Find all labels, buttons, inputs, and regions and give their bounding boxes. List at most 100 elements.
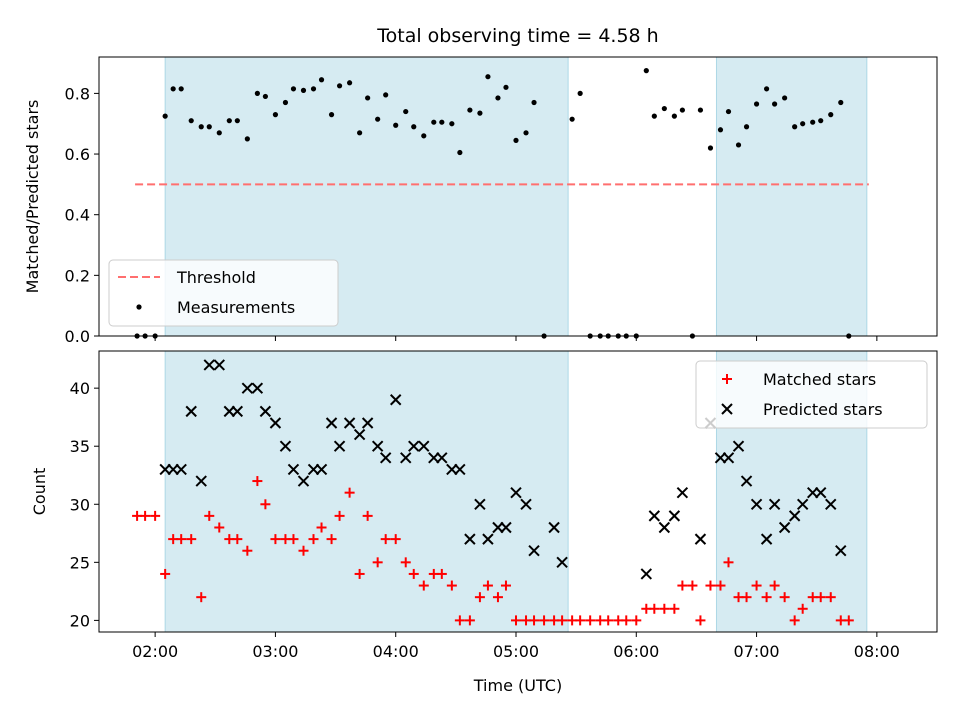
predicted-point-27	[400, 452, 412, 464]
predicted-point-25	[379, 452, 392, 464]
measurement-point-66	[753, 101, 760, 107]
matched-point-7	[186, 534, 197, 545]
predicted-point-55	[750, 498, 763, 510]
y-axis-label: Count	[30, 468, 49, 516]
matched-point-41	[500, 580, 511, 591]
measurement-point-42	[513, 137, 519, 143]
predicted-point-45	[648, 510, 661, 522]
measurement-point-11	[226, 118, 232, 124]
predicted-point-7	[213, 359, 225, 371]
measurement-point-6	[178, 86, 184, 92]
predicted-point-14	[279, 440, 292, 452]
measurement-point-58	[679, 107, 685, 113]
legend-label-predicted: Predicted stars	[763, 400, 883, 419]
predicted-point-52	[722, 452, 735, 464]
y-tick-label: 0.4	[65, 206, 90, 225]
chart-title: Total observing time = 4.58 h	[376, 25, 658, 47]
predicted-point-16	[297, 475, 310, 487]
matched-point-22	[326, 534, 337, 545]
matched-point-71	[779, 592, 790, 603]
measurement-point-75	[838, 99, 844, 106]
predicted-point-58	[778, 521, 791, 534]
matched-point-54	[621, 615, 632, 626]
predicted-point-19	[325, 417, 338, 429]
matched-point-13	[242, 545, 253, 556]
predicted-point-33	[454, 463, 466, 476]
predicted-point-44	[640, 568, 653, 580]
measurement-point-27	[375, 116, 381, 122]
matched-point-8	[196, 592, 207, 603]
matched-point-24	[344, 487, 355, 498]
measurement-point-62	[717, 127, 724, 133]
panel-bottom: 20 25 30 35 40 02:00 03:00 04:00 05:00 06:00 07:00…	[30, 350, 938, 661]
y-tick-label: 30	[70, 495, 90, 514]
predicted-point-43	[556, 556, 568, 569]
measurement-point-71	[800, 121, 806, 127]
matched-point-40	[492, 592, 503, 603]
legend-label-threshold: Threshold	[176, 268, 256, 287]
y-axis-label: Matched/Predicted stars	[23, 100, 42, 294]
matched-point-64	[715, 580, 726, 591]
measurement-point-34	[439, 119, 445, 125]
y-tick-label: 20	[70, 611, 90, 630]
matched-point-61	[687, 580, 698, 591]
x-tick-label: 03:00	[252, 642, 298, 661]
predicted-point-6	[203, 359, 215, 371]
panel-top: 0.0 0.2 0.4 0.6 0.8 Matched/Predicted stars Th…	[23, 56, 938, 346]
predicted-point-59	[788, 510, 801, 522]
measurement-point-35	[449, 121, 455, 127]
measurement-point-37	[467, 107, 473, 113]
predicted-point-26	[390, 394, 402, 406]
x-tick-label: 06:00	[613, 642, 659, 661]
measurement-point-4	[162, 113, 168, 119]
matched-point-57	[649, 603, 660, 614]
matched-point-2	[140, 510, 151, 521]
measurement-point-47	[577, 90, 583, 96]
predicted-point-34	[464, 533, 476, 545]
predicted-point-13	[269, 417, 282, 429]
matched-point-59	[669, 603, 680, 614]
y-tick-label: 0.6	[65, 145, 90, 164]
measurement-point-16	[272, 112, 279, 118]
y-tick-label: 25	[70, 553, 90, 572]
predicted-point-15	[287, 463, 300, 476]
matched-point-29	[390, 534, 401, 545]
measurement-point-63	[725, 108, 732, 115]
measurement-point-14	[254, 90, 260, 96]
measurement-point-25	[357, 130, 363, 136]
measurement-point-7	[188, 118, 194, 124]
matched-point-62	[695, 615, 706, 626]
predicted-point-42	[548, 521, 560, 534]
predicted-point-22	[353, 428, 366, 441]
matched-point-76	[825, 592, 836, 603]
predicted-point-36	[482, 533, 494, 545]
x-tick-label: 04:00	[373, 642, 419, 661]
predicted-point-10	[241, 382, 254, 394]
x-axis-label: Time (UTC)	[473, 676, 562, 695]
predicted-point-23	[361, 417, 374, 429]
measurement-point-72	[810, 119, 816, 125]
predicted-point-38	[500, 521, 512, 534]
measurement-point-5	[170, 86, 176, 92]
matched-point-3	[150, 510, 161, 521]
legend-label-matched: Matched stars	[763, 370, 876, 389]
measurement-point-65	[743, 124, 750, 130]
predicted-point-11	[251, 382, 264, 394]
measurement-point-67	[763, 86, 770, 92]
matched-point-36	[454, 615, 465, 626]
measurement-point-39	[485, 74, 491, 80]
matched-point-31	[408, 568, 419, 579]
measurement-point-9	[206, 124, 212, 130]
matched-point-72	[789, 615, 800, 626]
matched-point-15	[260, 499, 271, 510]
measurement-point-36	[457, 149, 463, 156]
measurement-point-46	[569, 116, 575, 122]
predicted-point-21	[343, 417, 356, 429]
predicted-point-12	[259, 405, 272, 418]
predicted-point-41	[528, 545, 540, 557]
predicted-point-57	[768, 498, 781, 510]
matched-point-69	[761, 592, 772, 603]
y-tick-label: 0.8	[65, 84, 90, 103]
matched-point-27	[372, 557, 383, 568]
